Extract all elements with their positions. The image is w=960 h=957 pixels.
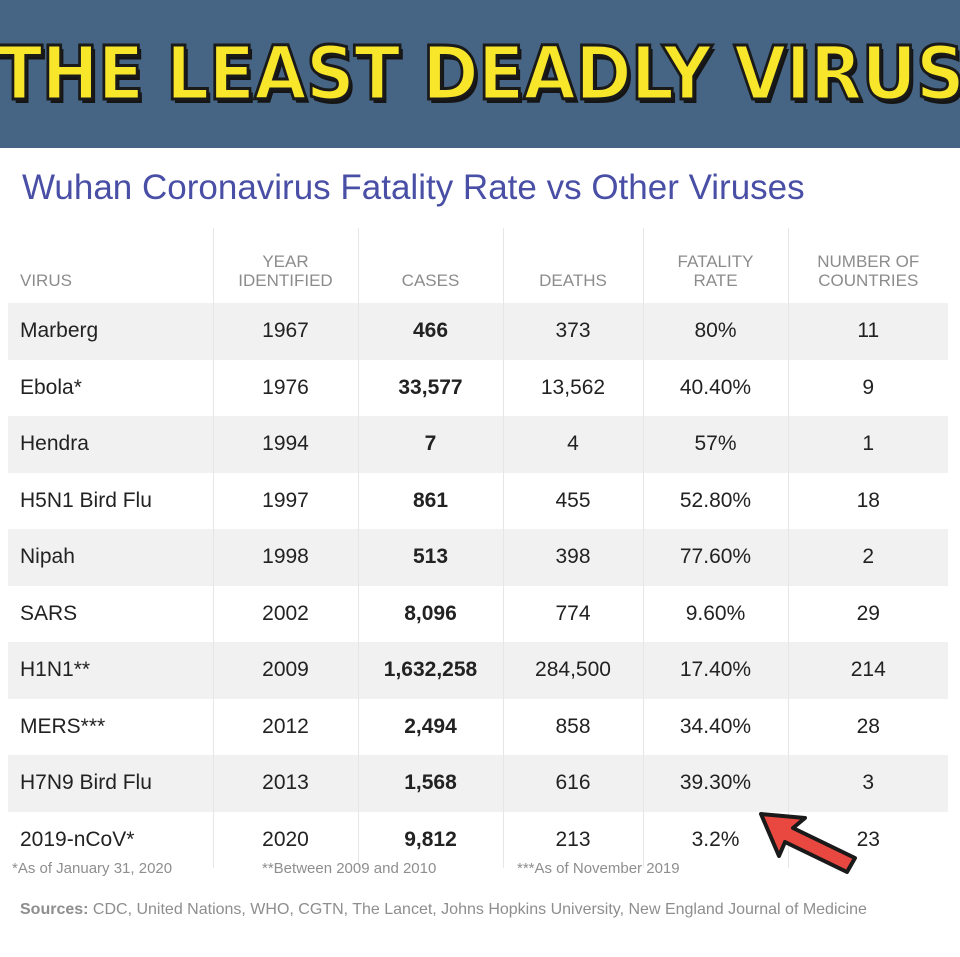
- table-row: H1N1** 2009 1,632,258 284,500 17.40% 214: [8, 642, 948, 699]
- header-deaths: DEATHS: [502, 228, 643, 303]
- table-header-row: VIRUS YEAR IDENTIFIED CASES DEATHS FATAL…: [8, 228, 948, 303]
- virus-name: SARS: [8, 585, 213, 642]
- year-identified: 2012: [212, 698, 358, 755]
- header-virus: VIRUS: [20, 271, 72, 291]
- deaths: 13,562: [502, 359, 643, 416]
- table-row: H7N9 Bird Flu 2013 1,568 616 39.30% 3: [8, 755, 948, 812]
- country-count: 18: [787, 472, 948, 529]
- deaths: 774: [502, 585, 643, 642]
- virus-table: VIRUS YEAR IDENTIFIED CASES DEATHS FATAL…: [8, 228, 948, 868]
- fatality-rate: 77.60%: [642, 529, 788, 586]
- year-identified: 2002: [212, 585, 358, 642]
- virus-name: H5N1 Bird Flu: [8, 472, 213, 529]
- cases: 1,632,258: [357, 642, 503, 699]
- header-cases: CASES: [357, 228, 503, 303]
- cases: 9,812: [357, 811, 503, 868]
- year-identified: 1967: [212, 303, 358, 360]
- country-count: 1: [787, 416, 948, 473]
- year-identified: 2020: [212, 811, 358, 868]
- banner: THE LEAST DEADLY VIRUS: [0, 0, 960, 148]
- year-identified: 1976: [212, 359, 358, 416]
- table-row: MERS*** 2012 2,494 858 34.40% 28: [8, 698, 948, 755]
- table-title: Wuhan Coronavirus Fatality Rate vs Other…: [22, 168, 805, 207]
- country-count: 28: [787, 698, 948, 755]
- cases: 33,577: [357, 359, 503, 416]
- virus-name: MERS***: [8, 698, 213, 755]
- year-identified: 1994: [212, 416, 358, 473]
- deaths: 398: [502, 529, 643, 586]
- country-count: 3: [787, 755, 948, 812]
- fatality-rate: 3.2%: [642, 811, 788, 868]
- table-row: Hendra 1994 7 4 57% 1: [8, 416, 948, 473]
- deaths: 373: [502, 303, 643, 360]
- fatality-rate: 57%: [642, 416, 788, 473]
- cases: 2,494: [357, 698, 503, 755]
- cases: 513: [357, 529, 503, 586]
- deaths: 455: [502, 472, 643, 529]
- country-count: 214: [787, 642, 948, 699]
- fatality-rate: 17.40%: [642, 642, 788, 699]
- deaths: 284,500: [502, 642, 643, 699]
- fatality-rate: 9.60%: [642, 585, 788, 642]
- sources-label: Sources:: [20, 901, 89, 918]
- virus-name: H7N9 Bird Flu: [8, 755, 213, 812]
- country-count: 9: [787, 359, 948, 416]
- fatality-rate: 34.40%: [642, 698, 788, 755]
- table-row: Ebola* 1976 33,577 13,562 40.40% 9: [8, 359, 948, 416]
- red-arrow-icon: [759, 812, 857, 874]
- year-identified: 1997: [212, 472, 358, 529]
- virus-name: Ebola*: [8, 359, 213, 416]
- sources: Sources: CDC, United Nations, WHO, CGTN,…: [20, 898, 920, 921]
- virus-name: 2019-nCoV*: [8, 811, 213, 868]
- cases: 466: [357, 303, 503, 360]
- year-identified: 2009: [212, 642, 358, 699]
- virus-name: Marberg: [8, 303, 213, 360]
- table-row: 2019-nCoV* 2020 9,812 213 3.2% 23: [8, 811, 948, 868]
- country-count: 29: [787, 585, 948, 642]
- virus-name: Nipah: [8, 529, 213, 586]
- virus-name: Hendra: [8, 416, 213, 473]
- fatality-rate: 80%: [642, 303, 788, 360]
- sources-text: CDC, United Nations, WHO, CGTN, The Lanc…: [88, 901, 867, 918]
- deaths: 4: [502, 416, 643, 473]
- fatality-rate: 52.80%: [642, 472, 788, 529]
- table-row: Nipah 1998 513 398 77.60% 2: [8, 529, 948, 586]
- table-row: SARS 2002 8,096 774 9.60% 29: [8, 585, 948, 642]
- header-countries: NUMBER OF COUNTRIES: [787, 228, 948, 303]
- cases: 1,568: [357, 755, 503, 812]
- deaths: 858: [502, 698, 643, 755]
- table-card: Wuhan Coronavirus Fatality Rate vs Other…: [0, 148, 960, 957]
- country-count: 11: [787, 303, 948, 360]
- banner-title: THE LEAST DEADLY VIRUS: [0, 30, 960, 119]
- fatality-rate: 39.30%: [642, 755, 788, 812]
- deaths: 213: [502, 811, 643, 868]
- header-fatality: FATALITY RATE: [642, 228, 788, 303]
- table-row: Marberg 1967 466 373 80% 11: [8, 303, 948, 360]
- cases: 7: [357, 416, 503, 473]
- footnote-2: **Between 2009 and 2010: [262, 860, 437, 877]
- country-count: 2: [787, 529, 948, 586]
- deaths: 616: [502, 755, 643, 812]
- year-identified: 1998: [212, 529, 358, 586]
- footnote-1: *As of January 31, 2020: [12, 860, 173, 877]
- table-row: H5N1 Bird Flu 1997 861 455 52.80% 18: [8, 472, 948, 529]
- cases: 861: [357, 472, 503, 529]
- cases: 8,096: [357, 585, 503, 642]
- year-identified: 2013: [212, 755, 358, 812]
- fatality-rate: 40.40%: [642, 359, 788, 416]
- footnote-3: ***As of November 2019: [517, 860, 680, 877]
- header-year: YEAR IDENTIFIED: [212, 228, 358, 303]
- virus-name: H1N1**: [8, 642, 213, 699]
